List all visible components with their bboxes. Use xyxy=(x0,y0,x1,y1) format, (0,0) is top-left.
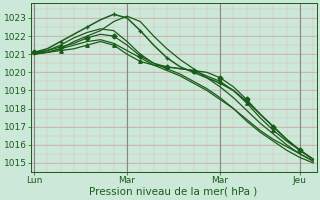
X-axis label: Pression niveau de la mer( hPa ): Pression niveau de la mer( hPa ) xyxy=(90,187,258,197)
